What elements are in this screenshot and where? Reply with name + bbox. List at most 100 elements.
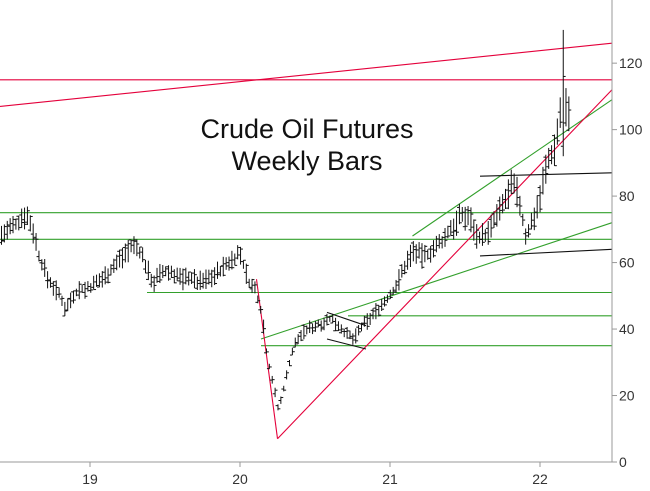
weekly-bar-160 (459, 206, 465, 222)
weekly-bar-149 (428, 245, 434, 263)
weekly-bar-195 (563, 88, 569, 127)
weekly-bar-91 (261, 319, 266, 334)
weekly-bar-48 (137, 246, 143, 259)
y-tick-label: 40 (619, 321, 635, 337)
weekly-bar-192 (552, 134, 557, 167)
weekly-bar-2 (4, 220, 10, 240)
weekly-bar-3 (7, 218, 13, 235)
weekly-bar-137 (393, 279, 399, 293)
weekly-bar-78 (223, 257, 229, 270)
weekly-bar-13 (36, 250, 42, 262)
weekly-bar-74 (212, 267, 218, 286)
y-tick-label: 100 (619, 122, 643, 138)
weekly-bar-129 (370, 308, 376, 320)
weekly-bar-100 (287, 360, 292, 367)
weekly-bar-171 (491, 211, 497, 228)
weekly-bar-155 (445, 225, 451, 239)
price-bars (0, 29, 572, 411)
weekly-bar-106 (304, 325, 310, 335)
weekly-bar-35 (99, 271, 105, 288)
weekly-bar-183 (526, 224, 531, 238)
weekly-bar-170 (488, 214, 494, 238)
weekly-bar-173 (497, 196, 503, 221)
weekly-bar-97 (278, 396, 284, 404)
weekly-bar-101 (289, 347, 295, 356)
weekly-bar-30 (85, 281, 91, 292)
weekly-bar-132 (379, 298, 385, 311)
weekly-bar-9 (25, 206, 30, 226)
weekly-bar-187 (537, 185, 543, 213)
weekly-bar-47 (134, 239, 140, 257)
black-line-13 (326, 311, 367, 327)
weekly-bar-131 (376, 304, 382, 317)
weekly-bar-124 (356, 325, 362, 336)
weekly-bar-4 (10, 216, 16, 234)
weekly-bar-114 (327, 315, 333, 322)
weekly-bar-153 (439, 236, 445, 249)
weekly-bar-66 (189, 272, 194, 285)
red-line-9 (277, 89, 613, 440)
weekly-bar-75 (215, 261, 220, 279)
weekly-bar-185 (531, 207, 537, 231)
weekly-bar-112 (321, 317, 327, 331)
weekly-bar-146 (419, 243, 425, 269)
weekly-bar-167 (480, 223, 485, 246)
weekly-bar-61 (174, 267, 180, 282)
x-tick-label: 20 (232, 471, 248, 487)
weekly-bar-143 (410, 241, 416, 262)
y-tick-label: 60 (619, 255, 635, 271)
weekly-bar-19 (53, 280, 59, 301)
weekly-bar-12 (33, 233, 39, 251)
weekly-bar-186 (534, 195, 540, 219)
weekly-bar-59 (169, 265, 174, 278)
weekly-bar-8 (22, 207, 27, 230)
weekly-bar-22 (62, 301, 68, 317)
weekly-bar-194 (557, 97, 563, 128)
weekly-bar-123 (353, 328, 359, 344)
weekly-bar-36 (102, 266, 108, 285)
weekly-bar-120 (344, 326, 350, 339)
weekly-bar-38 (108, 264, 114, 276)
weekly-bar-115 (330, 313, 336, 324)
weekly-bar-151 (433, 235, 439, 253)
weekly-bar-147 (422, 244, 428, 263)
weekly-bar-65 (186, 271, 192, 286)
weekly-bar-157 (451, 218, 457, 240)
y-axis-ticks: 0 20 40 60 80 100 120 (612, 55, 643, 470)
weekly-bar-23 (65, 297, 71, 312)
red-line-10 (255, 279, 279, 439)
weekly-bar-118 (338, 324, 344, 334)
weekly-bar-134 (385, 294, 390, 303)
weekly-bar-62 (177, 267, 183, 285)
weekly-bar-85 (243, 263, 249, 284)
weekly-bar-145 (416, 242, 422, 259)
weekly-bar-180 (517, 195, 523, 216)
weekly-bar-179 (514, 176, 520, 208)
weekly-bar-111 (318, 320, 324, 332)
weekly-bar-178 (511, 173, 517, 194)
weekly-bar-87 (249, 278, 255, 294)
weekly-bar-191 (549, 145, 554, 165)
x-axis-ticks: 19 20 21 22 (82, 462, 548, 487)
weekly-bar-139 (399, 264, 405, 278)
weekly-bar-182 (523, 228, 529, 245)
black-line-12 (479, 248, 613, 257)
weekly-bar-128 (367, 312, 373, 325)
x-tick-label: 22 (532, 471, 548, 487)
weekly-bar-172 (494, 204, 500, 227)
weekly-bar-11 (30, 223, 36, 244)
weekly-bar-121 (347, 330, 353, 340)
weekly-bar-18 (50, 281, 56, 296)
weekly-bar-188 (540, 166, 546, 195)
weekly-bar-142 (408, 244, 413, 268)
weekly-bar-6 (16, 215, 22, 231)
weekly-bar-26 (73, 288, 79, 297)
weekly-bar-55 (157, 263, 163, 284)
weekly-bar-25 (71, 290, 76, 304)
green-line-5 (260, 222, 613, 340)
green-line-6 (412, 99, 613, 237)
weekly-bar-162 (465, 206, 471, 226)
weekly-bar-156 (448, 220, 454, 236)
weekly-bar-161 (462, 206, 468, 231)
weekly-bar-184 (529, 212, 534, 230)
